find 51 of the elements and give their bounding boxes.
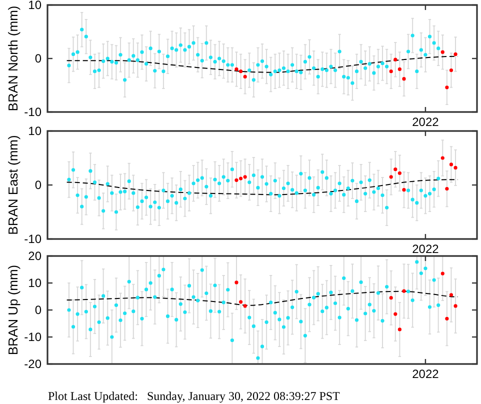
- y-tick-label: -20: [24, 356, 42, 371]
- point: [398, 67, 402, 71]
- x-tick-label: 2022: [412, 367, 440, 381]
- point: [440, 50, 444, 54]
- point: [243, 74, 247, 78]
- y-tick-label: 20: [28, 248, 42, 263]
- point: [402, 77, 406, 81]
- point: [445, 316, 449, 320]
- point: [243, 175, 247, 179]
- point: [243, 304, 247, 308]
- text: Plot Last Updated: Sunday, January 30, 2022 08:39:27 PST: [48, 389, 341, 403]
- y-tick-label: 0: [34, 178, 42, 192]
- point: [449, 68, 454, 72]
- y-tick-label: -10: [24, 330, 42, 344]
- y-axis-title: BRAN East (mm): [6, 135, 20, 235]
- y-tick-label: 10: [28, 276, 42, 290]
- point: [402, 289, 406, 293]
- y-tick-label: 0: [34, 302, 42, 317]
- point: [398, 328, 402, 332]
- point: [394, 168, 398, 172]
- point: [445, 186, 449, 191]
- point: [449, 162, 454, 166]
- x-tick-label: 2022: [412, 115, 440, 129]
- point: [234, 67, 238, 71]
- point: [398, 171, 402, 175]
- point: [234, 280, 238, 284]
- point: [238, 70, 243, 74]
- point: [445, 86, 449, 90]
- point: [394, 58, 398, 62]
- point: [440, 156, 444, 160]
- y-tick-label: -10: [24, 232, 42, 246]
- y-tick-label: 0: [34, 51, 42, 66]
- point: [238, 300, 243, 304]
- point: [238, 176, 243, 180]
- point: [389, 70, 393, 74]
- y-axis-title: BRAN Up (mm): [6, 264, 20, 356]
- y-tick-label: -10: [24, 104, 42, 119]
- point: [389, 296, 393, 300]
- point: [440, 272, 444, 276]
- y-axis-title: BRAN North (mm): [6, 6, 20, 112]
- y-tick-label: 10: [28, 0, 42, 12]
- point: [234, 178, 238, 182]
- point: [454, 52, 458, 56]
- x-tick-label: 2022: [412, 242, 440, 256]
- point: [454, 166, 458, 170]
- y-tick-label: 10: [28, 124, 42, 138]
- point: [394, 312, 398, 316]
- point: [449, 293, 454, 297]
- point: [389, 175, 393, 179]
- point: [454, 304, 458, 308]
- point: [402, 188, 406, 192]
